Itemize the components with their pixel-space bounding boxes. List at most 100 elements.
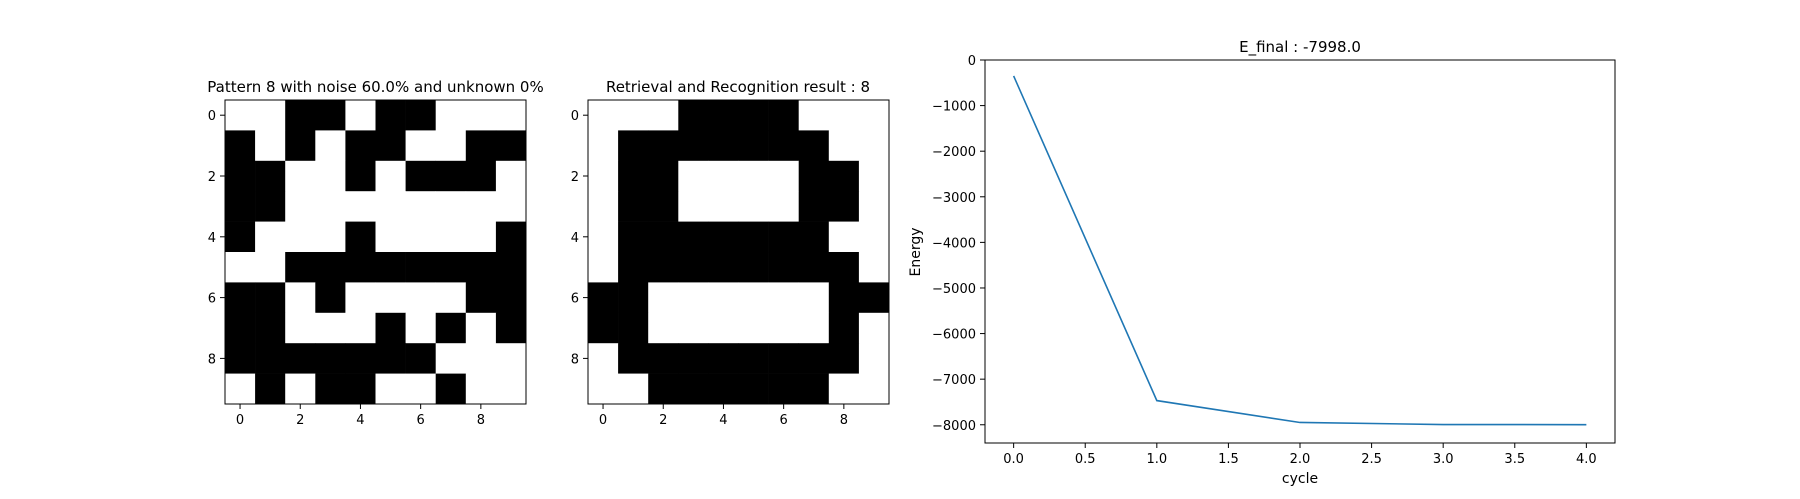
heatmap-cell [345,373,376,405]
heatmap-cell [828,130,860,162]
x-tick-label: 2.0 [1290,452,1311,467]
heatmap-cell [678,312,709,344]
heatmap-cell [405,191,436,222]
x-tick-label: 6 [417,413,425,428]
heatmap-cell [768,100,799,131]
y-tick-label: −5000 [932,282,976,297]
heatmap-cell [738,282,769,314]
x-tick-label: 1.5 [1218,452,1239,467]
heatmap-cell [798,252,830,283]
heatmap-cell [345,130,376,162]
energy-line-chart: E_final : -7998.0 0.0 0.5 1.0 1.5 2.0 2.5 3.0 3… [908,38,1616,487]
heatmap-cell [285,373,316,405]
heatmap-cell [465,130,497,162]
heatmap-cell [768,252,799,283]
heatmap-cell [768,312,799,344]
heatmap-retrieved-frame [587,99,890,405]
heatmap-cell [678,191,709,222]
energy-xlabel: cycle [1282,471,1318,487]
heatmap-cell [828,252,860,283]
heatmap-cell [708,100,739,131]
heatmap-cell [588,312,619,344]
heatmap-cell [798,282,830,314]
heatmap-cell [255,312,286,344]
heatmap-cell [708,373,739,405]
heatmap-cell [648,160,679,192]
heatmap-noisy-frame [224,99,527,405]
heatmap-cell [405,130,436,162]
heatmap-cell [315,160,346,192]
heatmap-cell [588,282,619,314]
heatmap-cell [285,191,316,222]
heatmap-cell [285,252,316,283]
x-tick-label: 4 [719,413,727,428]
heatmap-cell [828,312,860,344]
heatmap-cell [588,191,619,222]
heatmap-cell [345,191,376,222]
heatmap-cell [315,191,346,222]
heatmap-cell [285,100,316,131]
heatmap-cell [768,191,799,222]
heatmap-cell [345,221,376,253]
heatmap-cell [495,312,527,344]
heatmap-cell [708,221,739,253]
heatmap-noisy-title: Pattern 8 with noise 60.0% and unknown 0… [207,78,543,96]
x-tick-label: 6 [780,413,788,428]
heatmap-cell [858,130,890,162]
y-tick-label: 6 [208,292,216,307]
y-tick-label: 0 [968,54,976,69]
energy-chart-frame [984,59,1616,444]
heatmap-cell [225,312,256,344]
heatmap-retrieved-cells [588,100,890,405]
heatmap-cell [618,282,649,314]
heatmap-cell [738,252,769,283]
heatmap-cell [465,343,497,374]
heatmap-cell [738,221,769,253]
y-tick-label: 4 [571,231,579,246]
heatmap-cell [858,100,890,131]
energy-chart-ticks: 0.0 0.5 1.0 1.5 2.0 2.5 3.0 3.5 4.0 0 −1000 −2000 −3… [932,54,1597,467]
x-tick-label: 3.5 [1504,452,1525,467]
heatmap-cell [828,191,860,222]
heatmap-cell [678,282,709,314]
heatmap-cell [678,100,709,131]
heatmap-cell [858,160,890,192]
heatmap-cell [255,282,286,314]
heatmap-cell [588,100,619,131]
heatmap-cell [495,100,527,131]
heatmap-cell [738,100,769,131]
heatmap-cell [588,252,619,283]
heatmap-cell [738,130,769,162]
heatmap-cell [738,312,769,344]
heatmap-cell [648,100,679,131]
heatmap-cell [768,221,799,253]
heatmap-cell [618,373,649,405]
heatmap-cell [225,130,256,162]
heatmap-cell [315,343,346,374]
heatmap-cell [255,100,286,131]
x-tick-label: 8 [840,413,848,428]
heatmap-cell [285,343,316,374]
heatmap-cell [858,312,890,344]
heatmap-cell [858,282,890,314]
heatmap-cell [648,282,679,314]
heatmap-cell [375,160,406,192]
heatmap-noisy-cells [225,100,527,405]
heatmap-cell [345,252,376,283]
heatmap-cell [285,221,316,253]
y-tick-label: 2 [571,170,579,185]
heatmap-cell [405,160,436,192]
heatmap-cell [495,252,527,283]
heatmap-cell [738,373,769,405]
heatmap-cell [405,100,436,131]
heatmap-cell [375,282,406,314]
heatmap-cell [708,191,739,222]
heatmap-cell [678,252,709,283]
heatmap-cell [285,160,316,192]
heatmap-cell [315,100,346,131]
heatmap-cell [648,343,679,374]
heatmap-cell [255,373,286,405]
x-tick-label: 0 [236,413,244,428]
heatmap-cell [255,160,286,192]
heatmap-cell [435,221,467,253]
